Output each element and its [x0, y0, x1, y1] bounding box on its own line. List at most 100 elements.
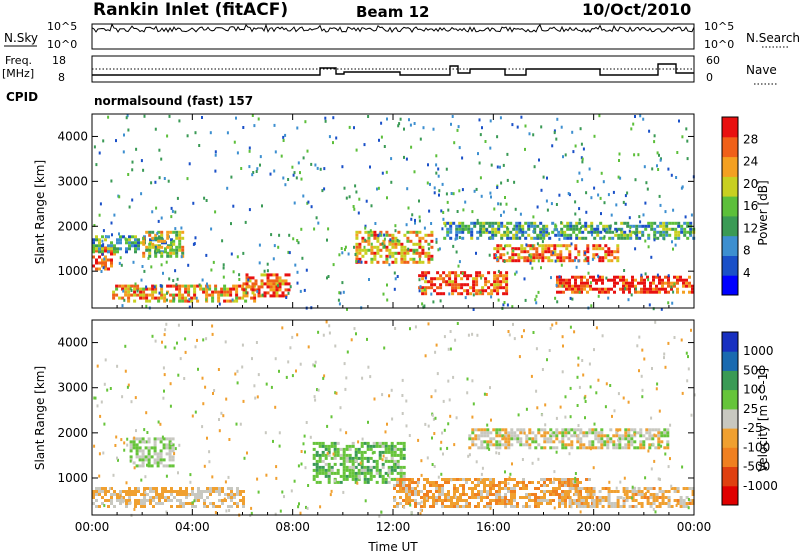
heatmap-cell — [510, 487, 513, 490]
heatmap-cell — [369, 468, 373, 472]
heatmap-cell — [504, 428, 508, 432]
heatmap-cell — [212, 505, 215, 508]
heatmap-cell — [446, 221, 450, 225]
heatmap-cell — [448, 280, 452, 284]
heatmap-cell — [550, 432, 553, 436]
heatmap-cell — [378, 514, 381, 518]
heatmap-cell — [411, 490, 414, 493]
heatmap-cell — [576, 440, 580, 444]
heatmap-cell — [603, 440, 607, 444]
heatmap-cell — [671, 301, 674, 305]
heatmap-cell — [278, 233, 281, 237]
heatmap-cell — [205, 337, 208, 341]
heatmap-cell — [595, 391, 598, 395]
heatmap-cell — [540, 428, 544, 432]
heatmap-cell — [577, 253, 581, 257]
heatmap-cell — [285, 375, 288, 379]
heatmap-cell — [455, 250, 458, 254]
heatmap-cell — [170, 487, 173, 490]
heatmap-cell — [652, 281, 655, 285]
heatmap-cell — [393, 468, 397, 472]
heatmap-cell — [315, 459, 319, 463]
heatmap-cell — [593, 186, 596, 190]
heatmap-cell — [545, 224, 549, 228]
heatmap-cell — [561, 335, 564, 339]
heatmap-cell — [476, 236, 480, 240]
heatmap-cell — [128, 487, 131, 490]
heatmap-cell — [148, 287, 152, 291]
heatmap-cell — [414, 481, 417, 484]
colorbar-segment — [722, 370, 738, 391]
heatmap-cell — [155, 493, 158, 496]
heatmap-cell — [324, 456, 328, 460]
heatmap-cell — [609, 437, 613, 441]
heatmap-cell — [553, 506, 556, 510]
heatmap-cell — [370, 245, 374, 249]
heatmap-cell — [682, 502, 686, 505]
heatmap-cell — [505, 283, 509, 287]
heatmap-cell — [393, 459, 397, 463]
y-tick-label: 3000 — [57, 174, 88, 188]
heatmap-cell — [471, 428, 475, 432]
heatmap-cell — [477, 152, 479, 156]
heatmap-cell — [103, 382, 106, 386]
heatmap-cell — [205, 293, 209, 297]
heatmap-cell — [534, 496, 537, 499]
heatmap-cell — [266, 276, 270, 280]
heatmap-cell — [568, 490, 572, 493]
heatmap-cell — [363, 450, 367, 454]
heatmap-cell — [164, 487, 167, 490]
heatmap-cell — [299, 511, 302, 515]
heatmap-cell — [498, 446, 502, 450]
heatmap-cell — [133, 299, 137, 303]
heatmap-cell — [385, 260, 389, 264]
heatmap-cell — [623, 476, 626, 480]
heatmap-cell — [488, 224, 492, 228]
heatmap-cell — [426, 499, 429, 502]
heatmap-cell — [577, 499, 581, 502]
heatmap-cell — [327, 480, 331, 484]
heatmap-cell — [660, 440, 664, 444]
heatmap-cell — [140, 505, 143, 508]
heatmap-cell — [361, 248, 365, 252]
heatmap-cell — [145, 248, 149, 252]
heatmap-cell — [202, 287, 206, 291]
heatmap-cell — [471, 437, 475, 441]
heatmap-cell — [297, 161, 300, 165]
heatmap-cell — [159, 437, 163, 441]
heatmap-cell — [682, 505, 686, 508]
heatmap-cell — [578, 230, 582, 234]
heatmap-cell — [651, 167, 654, 171]
heatmap-cell — [541, 253, 545, 257]
heatmap-cell — [399, 465, 403, 469]
heatmap-cell — [486, 505, 489, 508]
heatmap-cell — [493, 207, 496, 211]
heatmap-cell — [408, 490, 411, 493]
heatmap-cell — [663, 431, 667, 435]
heatmap-cell — [481, 286, 485, 290]
heatmap-cell — [242, 502, 245, 505]
heatmap-cell — [235, 293, 239, 297]
heatmap-cell — [565, 247, 569, 251]
heatmap-cell — [438, 484, 441, 487]
heatmap-cell — [243, 456, 246, 460]
heatmap-cell — [165, 510, 168, 514]
heatmap-cell — [278, 431, 281, 435]
heatmap-cell — [558, 440, 562, 444]
heatmap-cell — [651, 434, 655, 438]
heatmap-cell — [604, 499, 608, 502]
heatmap-cell — [462, 208, 465, 212]
heatmap-cell — [561, 370, 564, 374]
heatmap-cell — [104, 267, 107, 271]
heatmap-cell — [534, 505, 537, 508]
heatmap-cell — [461, 271, 464, 275]
heatmap-cell — [187, 299, 191, 303]
heatmap-cell — [435, 154, 438, 158]
heatmap-cell — [435, 240, 438, 244]
heatmap-cell — [495, 490, 498, 493]
heatmap-cell — [142, 293, 146, 297]
heatmap-cell — [597, 446, 601, 450]
heatmap-cell — [575, 265, 578, 269]
heatmap-cell — [574, 502, 578, 505]
heatmap-cell — [159, 422, 162, 426]
